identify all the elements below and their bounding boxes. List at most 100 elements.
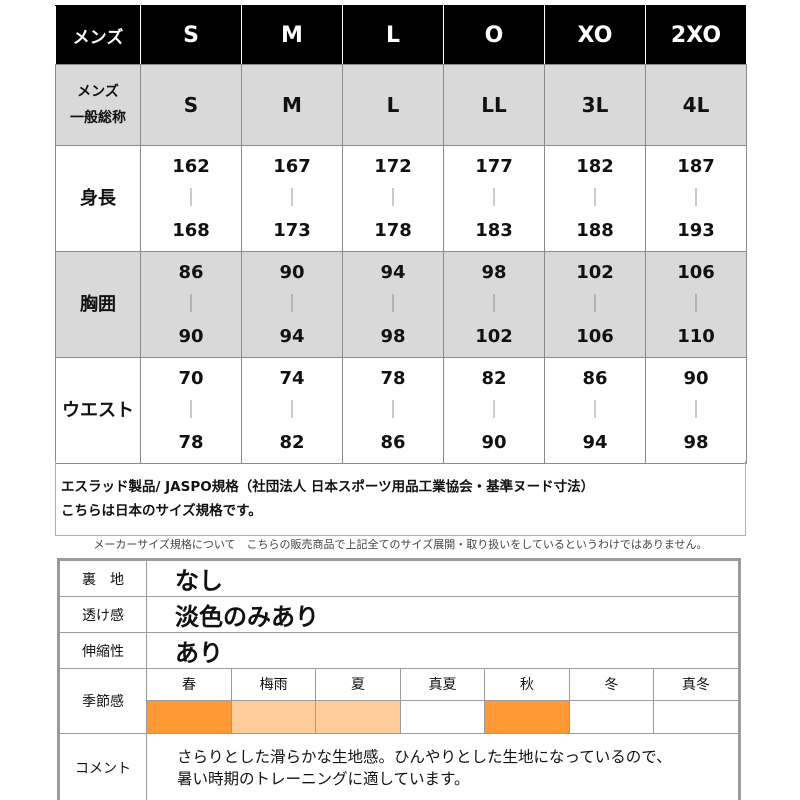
- measurement-range-cell: 78 ｜ 86: [342, 357, 444, 464]
- comment-text: さらりとした滑らかな生地感。ひんやりとした生地になっているので、 暑い時期のトレ…: [146, 733, 739, 800]
- size-col-s: S: [140, 5, 242, 65]
- season-name: 冬: [568, 669, 655, 701]
- range-max: 110: [677, 325, 715, 347]
- range-max: 102: [475, 325, 513, 347]
- alias-cell: 4L: [645, 64, 747, 146]
- size-chart-table: メンズ S M L O XO 2XO メンズ 一般総称 S M L LL 3L …: [55, 5, 747, 464]
- range-separator: ｜: [687, 399, 705, 421]
- range-separator: ｜: [384, 293, 402, 315]
- range-separator: ｜: [182, 399, 200, 421]
- alias-label: メンズ 一般総称: [55, 64, 141, 146]
- sheerness-row: 透け感 淡色のみあり: [59, 596, 739, 633]
- comment-line-2: 暑い時期のトレーニングに適しています。: [177, 770, 470, 788]
- size-col-m: M: [241, 5, 343, 65]
- season-indicator: [147, 699, 232, 733]
- measurement-range-cell: 102 ｜ 106: [544, 251, 646, 358]
- range-min: 106: [677, 261, 715, 283]
- range-min: 102: [576, 261, 614, 283]
- range-min: 86: [178, 261, 204, 283]
- lining-value: なし: [146, 560, 739, 597]
- note-line-1: エスラッド製品/ JASPO規格（社団法人 日本スポーツ用品工業協会・基準ヌード…: [61, 479, 595, 495]
- alias-label-line2: 一般総称: [70, 110, 126, 126]
- season-indicator: [653, 699, 738, 733]
- chest-row: 胸囲 86 ｜ 90 90 ｜ 94 94 ｜ 98 98 ｜ 102 102 ｜ 106 106 ｜ 110: [55, 251, 747, 358]
- range-max: 86: [380, 431, 406, 453]
- range-max: 82: [279, 431, 305, 453]
- range-max: 98: [380, 325, 406, 347]
- range-min: 182: [576, 155, 614, 177]
- waist-row: ウエスト 70 ｜ 78 74 ｜ 82 78 ｜ 86 82 ｜ 90 86 ｜ 94 90 ｜ 98: [55, 357, 747, 464]
- season-names-row: 春梅雨夏真夏秋冬真冬: [147, 669, 738, 701]
- alias-cell: S: [140, 64, 242, 146]
- measurement-label: 身長: [55, 145, 141, 252]
- range-max: 94: [279, 325, 305, 347]
- range-min: 172: [374, 155, 412, 177]
- measurement-range-cell: 70 ｜ 78: [140, 357, 242, 464]
- measurement-range-cell: 86 ｜ 94: [544, 357, 646, 464]
- range-min: 167: [273, 155, 311, 177]
- size-standard-note: エスラッド製品/ JASPO規格（社団法人 日本スポーツ用品工業協会・基準ヌード…: [55, 461, 746, 536]
- range-max: 78: [178, 431, 204, 453]
- season-indicator: [568, 699, 655, 733]
- range-separator: ｜: [182, 187, 200, 209]
- season-indicator: [399, 699, 486, 733]
- range-max: 183: [475, 219, 513, 241]
- measurement-range-cell: 90 ｜ 98: [645, 357, 747, 464]
- height-row: 身長 162 ｜ 168 167 ｜ 173 172 ｜ 178 177 ｜ 183 182 ｜ 188 187…: [55, 145, 747, 252]
- range-separator: ｜: [384, 399, 402, 421]
- range-min: 90: [279, 261, 305, 283]
- stretch-row: 伸縮性 あり: [59, 632, 739, 669]
- range-separator: ｜: [687, 187, 705, 209]
- size-col-o: O: [443, 5, 545, 65]
- measurement-range-cell: 106 ｜ 110: [645, 251, 747, 358]
- alias-cell: M: [241, 64, 343, 146]
- range-separator: ｜: [485, 399, 503, 421]
- range-min: 177: [475, 155, 513, 177]
- lining-label: 裏 地: [59, 560, 147, 597]
- size-alias-row: メンズ 一般総称 S M L LL 3L 4L: [55, 64, 747, 146]
- range-separator: ｜: [586, 399, 604, 421]
- note-line-2: こちらは日本のサイズ規格です。: [61, 503, 262, 519]
- range-min: 90: [683, 367, 709, 389]
- size-col-xo: XO: [544, 5, 646, 65]
- range-max: 173: [273, 219, 311, 241]
- season-name: 夏: [315, 669, 401, 701]
- header-label: メンズ: [55, 5, 141, 65]
- range-max: 178: [374, 219, 412, 241]
- range-max: 188: [576, 219, 614, 241]
- range-max: 106: [576, 325, 614, 347]
- season-name: 春: [147, 669, 232, 701]
- range-separator: ｜: [586, 293, 604, 315]
- season-indicator-row: [147, 699, 738, 733]
- measurement-range-cell: 182 ｜ 188: [544, 145, 646, 252]
- season-indicator: [315, 699, 401, 733]
- comment-line-1: さらりとした滑らかな生地感。ひんやりとした生地になっているので、: [177, 748, 672, 766]
- range-min: 82: [481, 367, 507, 389]
- stretch-label: 伸縮性: [59, 632, 147, 669]
- alias-label-line1: メンズ: [77, 84, 119, 100]
- alias-cell: LL: [443, 64, 545, 146]
- season-label: 季節感: [59, 668, 147, 734]
- season-name: 真冬: [653, 669, 738, 701]
- sheerness-value: 淡色のみあり: [146, 596, 739, 633]
- comment-label: コメント: [59, 733, 147, 800]
- range-max: 168: [172, 219, 210, 241]
- measurement-range-cell: 90 ｜ 94: [241, 251, 343, 358]
- measurement-range-cell: 74 ｜ 82: [241, 357, 343, 464]
- lining-row: 裏 地 なし: [59, 560, 739, 597]
- stretch-value: あり: [146, 632, 739, 669]
- measurement-range-cell: 187 ｜ 193: [645, 145, 747, 252]
- measurement-range-cell: 177 ｜ 183: [443, 145, 545, 252]
- season-row: 季節感 春梅雨夏真夏秋冬真冬: [59, 668, 739, 734]
- range-min: 94: [380, 261, 406, 283]
- measurement-label: 胸囲: [55, 251, 141, 358]
- range-separator: ｜: [586, 187, 604, 209]
- range-max: 98: [683, 431, 709, 453]
- range-separator: ｜: [283, 399, 301, 421]
- alias-cell: L: [342, 64, 444, 146]
- season-name: 秋: [484, 669, 570, 701]
- size-col-l: L: [342, 5, 444, 65]
- range-max: 94: [582, 431, 608, 453]
- range-separator: ｜: [485, 187, 503, 209]
- range-min: 162: [172, 155, 210, 177]
